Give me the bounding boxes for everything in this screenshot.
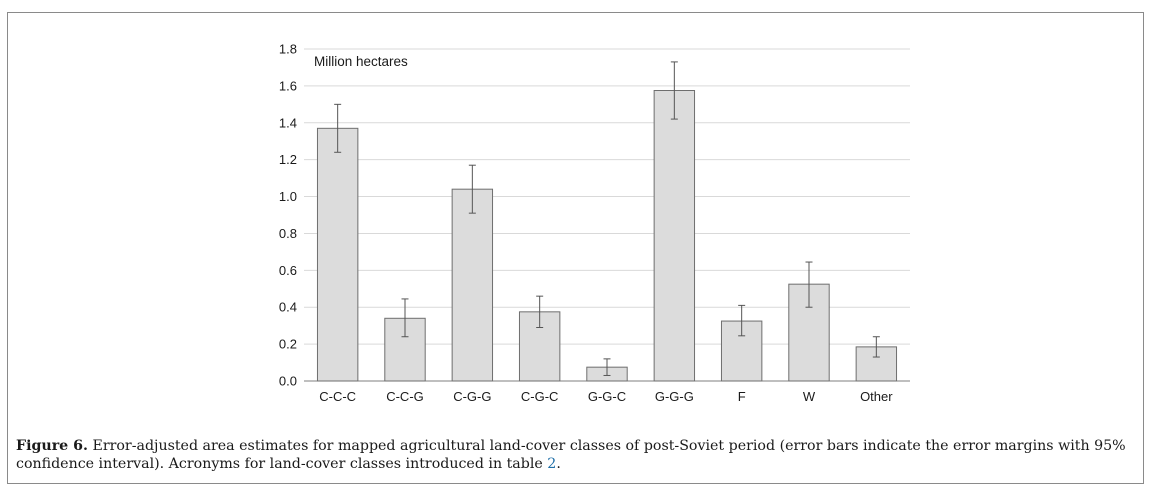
y-tick-label: 1.6 (279, 78, 297, 93)
x-category-label: G-G-C (588, 389, 626, 404)
y-tick-label: 0.2 (279, 337, 297, 352)
y-tick-label: 1.2 (279, 152, 297, 167)
y-tick-label: 0.4 (279, 300, 297, 315)
x-category-label: G-G-G (655, 389, 694, 404)
x-category-label: W (803, 389, 816, 404)
x-category-label: C-C-C (319, 389, 356, 404)
bar (316, 127, 359, 382)
bar (451, 188, 494, 382)
x-category-label: C-G-C (521, 389, 559, 404)
y-tick-label: 1.8 (279, 42, 297, 57)
figure-caption: Figure 6. Error-adjusted area estimates … (16, 437, 1131, 473)
bar (384, 317, 426, 382)
y-tick-label: 0.0 (279, 374, 297, 389)
y-tick-label: 1.0 (279, 189, 297, 204)
caption-end: . (556, 456, 561, 472)
x-category-label: C-C-G (386, 389, 424, 404)
x-category-label: F (738, 389, 746, 404)
figure-frame: 0.0 0.2 0.4 0.6 0.8 1.0 1.2 1.4 1.6 1.8 Million he… (7, 12, 1144, 484)
bar (653, 90, 696, 382)
bar-chart: 0.0 0.2 0.4 0.6 0.8 1.0 1.2 1.4 1.6 1.8 Million he… (279, 42, 910, 404)
y-tick-label: 0.8 (279, 226, 297, 241)
x-category-label: C-G-G (453, 389, 491, 404)
y-tick-label: 0.6 (279, 263, 297, 278)
y-tick-label: 1.4 (279, 115, 297, 130)
caption-text: Error-adjusted area estimates for mapped… (16, 438, 1126, 472)
unit-label: Million hectares (314, 54, 408, 69)
table-reference-link[interactable]: 2 (547, 456, 557, 472)
figure-label: Figure 6. (16, 438, 88, 454)
x-category-label: Other (860, 389, 893, 404)
